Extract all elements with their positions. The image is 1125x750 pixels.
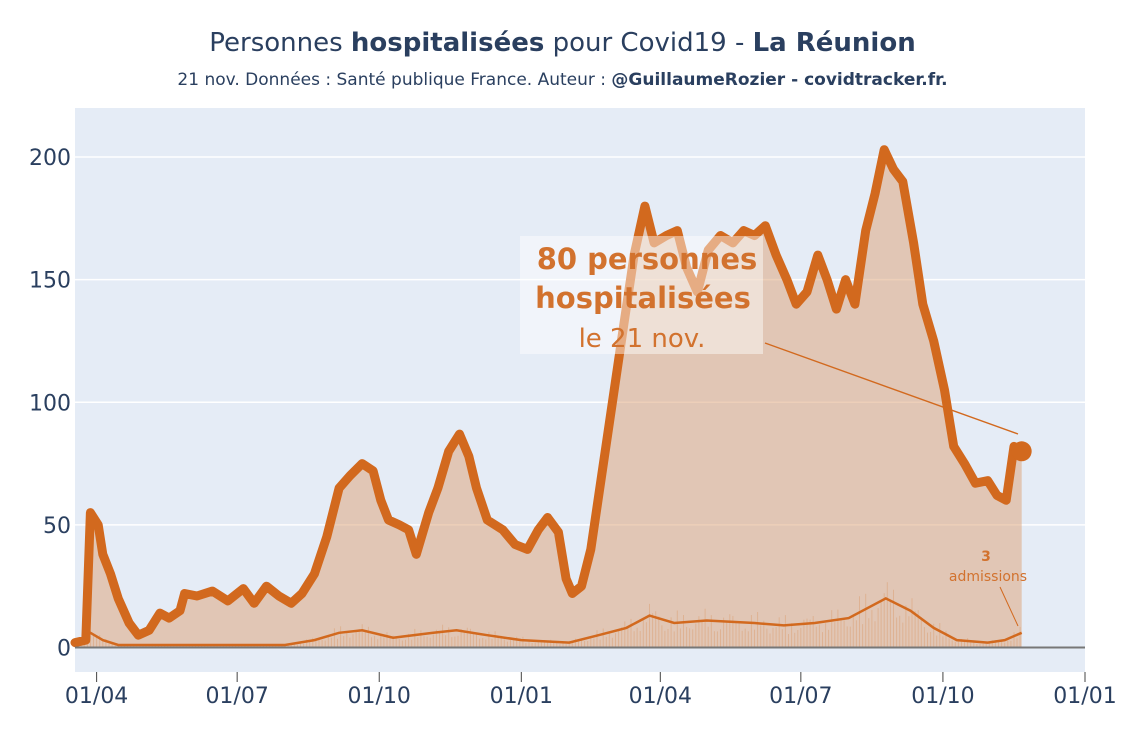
annotation-date: le 21 nov.	[579, 324, 706, 354]
x-tick-label: 01/04	[629, 684, 692, 709]
y-tick-label: 100	[29, 391, 71, 416]
x-tick-label: 01/07	[769, 684, 832, 709]
subtitle-part1: 21 nov. Données : Santé publique France.…	[177, 70, 612, 90]
x-tick-label: 01/07	[205, 684, 268, 709]
annotation-label: hospitalisées	[535, 281, 751, 315]
last-value-marker	[1011, 441, 1032, 462]
title-bold-1: hospitalisées	[350, 28, 545, 58]
admissions-annotation-value: 3	[981, 549, 991, 565]
annotation-arrow	[764, 342, 1019, 435]
y-tick-label: 200	[29, 146, 71, 171]
x-tick-labels: 01/04 01/07 01/10 01/01 01/04 01/07 01/10 01/01	[65, 672, 1117, 709]
title-part2: pour Covid19 -	[544, 28, 753, 58]
title-part1: Personnes	[209, 28, 351, 58]
y-tick-label: 150	[29, 269, 71, 294]
annotation-box	[520, 236, 763, 354]
x-tick-label: 01/01	[1053, 684, 1116, 709]
x-tick-label: 01/10	[911, 684, 974, 709]
title-bold-2: La Réunion	[752, 28, 916, 58]
admissions-annotation-arrow	[999, 586, 1019, 627]
admissions-line	[74, 596, 1023, 649]
admissions-annotation-label: admissions	[949, 569, 1027, 585]
hospitalized-line	[70, 145, 1027, 648]
x-tick-label: 01/04	[65, 684, 128, 709]
hospitalized-area-fill	[75, 149, 1022, 648]
chart-subtitle: 21 nov. Données : Santé publique France.…	[0, 70, 1125, 90]
chart-title: Personnes hospitalisées pour Covid19 - L…	[0, 28, 1125, 58]
y-tick-label: 0	[57, 636, 71, 661]
x-tick-label: 01/10	[348, 684, 411, 709]
subtitle-bold: @GuillaumeRozier - covidtracker.fr.	[611, 70, 948, 90]
x-tick-label: 01/01	[490, 684, 553, 709]
y-tick-label: 50	[43, 514, 71, 539]
y-tick-labels: 0 50 100 150 200	[29, 146, 71, 661]
annotation-value: 80 personnes	[537, 242, 758, 276]
